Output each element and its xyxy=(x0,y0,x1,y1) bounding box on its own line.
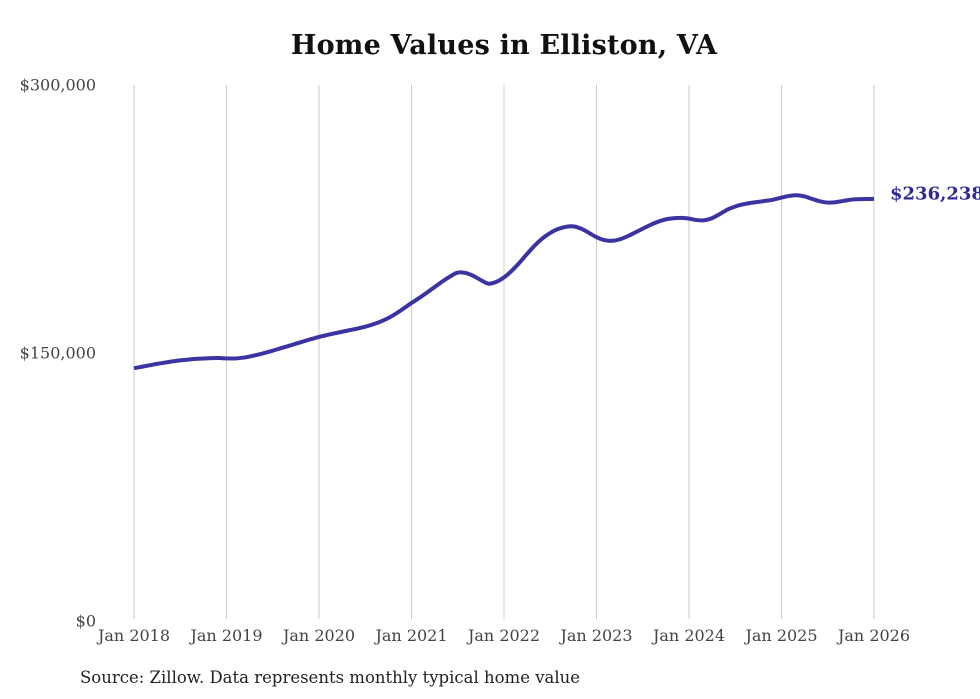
home-value-line xyxy=(133,193,875,371)
x-axis-tick-label: Jan 2022 xyxy=(467,626,541,645)
x-axis-tick-label: Jan 2021 xyxy=(375,626,448,645)
x-axis-tick-label: Jan 2019 xyxy=(190,626,263,645)
y-axis-tick-label: $0 xyxy=(75,611,96,631)
source-note: Source: Zillow. Data represents monthly … xyxy=(80,668,581,687)
y-axis-tick-label: $150,000 xyxy=(19,343,96,363)
x-axis-tick-label: Jan 2026 xyxy=(837,626,911,645)
y-axis-tick-label: $300,000 xyxy=(19,75,96,95)
current-value-label: $236,238 xyxy=(890,183,980,205)
gridlines-group xyxy=(133,85,875,619)
x-axis-tick-label: Jan 2023 xyxy=(560,626,633,645)
chart-title: Home Values in Elliston, VA xyxy=(290,30,718,61)
x-axis-tick-label: Jan 2024 xyxy=(652,626,726,645)
x-axis-tick-label: Jan 2018 xyxy=(97,626,171,645)
x-axis-tick-label: Jan 2025 xyxy=(745,626,818,645)
x-axis-tick-label: Jan 2020 xyxy=(282,626,356,645)
